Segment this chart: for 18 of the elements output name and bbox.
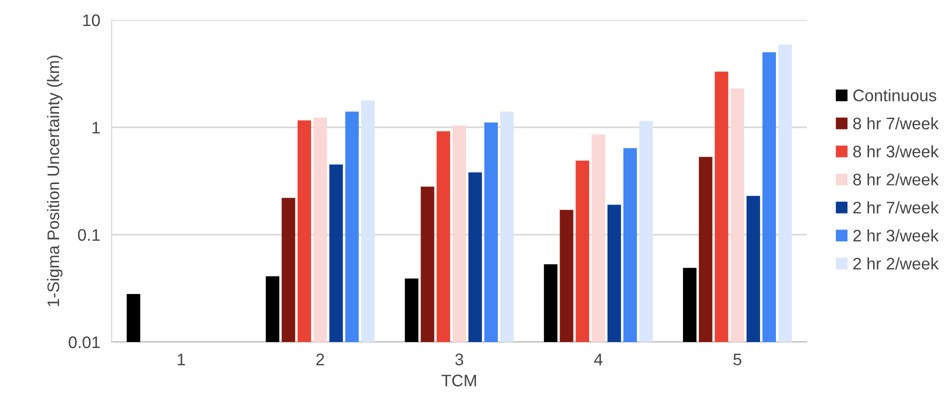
legend-label: 2 hr 2/week xyxy=(853,257,939,270)
y-tick-label: 0.01 xyxy=(68,336,100,348)
x-axis-title: TCM xyxy=(442,374,476,386)
y-tick-label: 0.1 xyxy=(78,229,100,241)
legend-label: 8 hr 2/week xyxy=(853,173,939,186)
x-tick-label: 2 xyxy=(316,354,324,366)
legend-label: 8 hr 7/week xyxy=(853,117,939,130)
x-tick-label: 1 xyxy=(178,354,185,366)
legend-label: 8 hr 3/week xyxy=(853,145,939,158)
y-axis-title: 1-Sigma Position Uncertainty (km) xyxy=(46,56,63,306)
x-tick-label: 3 xyxy=(455,354,464,366)
legend-label: 2 hr 7/week xyxy=(853,201,939,214)
y-tick-label: 10 xyxy=(83,14,100,26)
x-tick-label: 5 xyxy=(733,354,742,366)
legend-label: Continuous xyxy=(853,89,936,102)
y-tick-label: 1 xyxy=(92,122,100,134)
x-tick-label: 4 xyxy=(594,354,602,366)
legend-label: 2 hr 3/week xyxy=(853,229,939,242)
